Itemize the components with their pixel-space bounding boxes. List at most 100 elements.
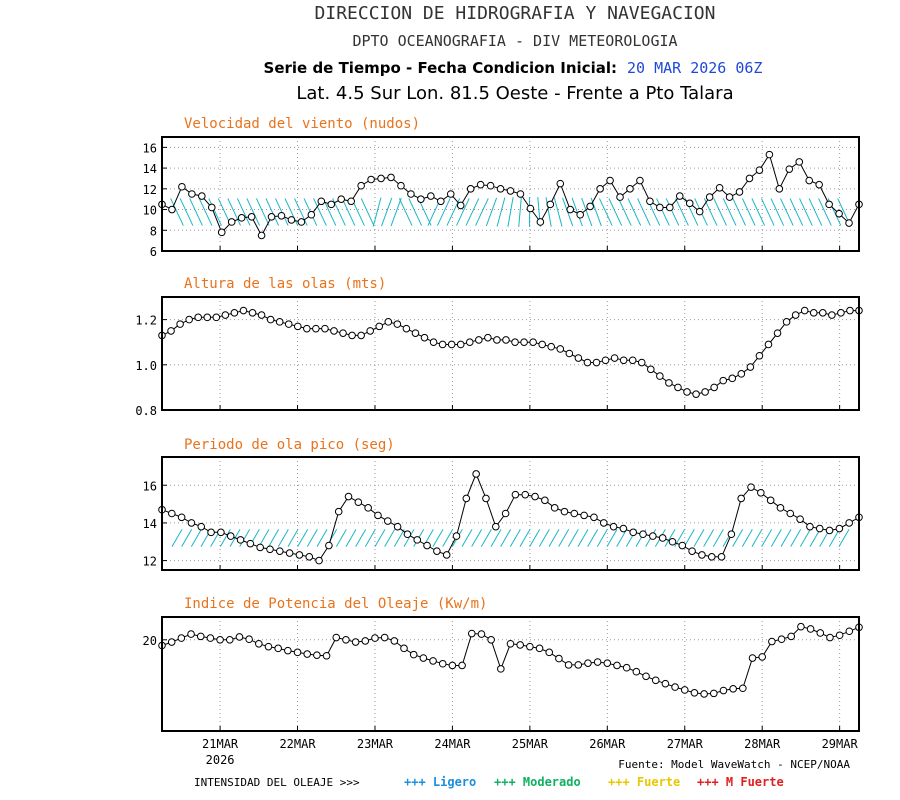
- direction-arrow: [277, 529, 289, 547]
- direction-arrow: [703, 529, 715, 547]
- data-point: [683, 388, 691, 396]
- data-point: [357, 331, 365, 340]
- direction-arrow: [809, 529, 821, 547]
- direction-arrow: [732, 529, 744, 547]
- data-point: [266, 545, 274, 554]
- data-point: [773, 329, 782, 337]
- data-point: [700, 690, 708, 698]
- data-point: [178, 182, 186, 191]
- main-title: DIRECCION DE HIDROGRAFIA Y NAVEGACION: [315, 3, 716, 24]
- data-point: [348, 331, 356, 340]
- data-point: [344, 492, 353, 501]
- data-point: [339, 329, 347, 337]
- data-point: [835, 209, 843, 218]
- direction-arrow: [693, 529, 705, 547]
- data-point: [413, 536, 422, 544]
- data-point: [247, 213, 256, 221]
- data-point: [194, 313, 203, 322]
- data-point: [420, 333, 429, 342]
- data-point: [235, 633, 244, 641]
- data-point: [427, 192, 435, 200]
- direction-arrow: [616, 529, 628, 547]
- data-point: [277, 211, 286, 220]
- init-date: 20 MAR 2026 06Z: [627, 59, 762, 77]
- data-point: [506, 639, 515, 648]
- direction-arrow: [712, 529, 724, 547]
- data-point: [239, 306, 248, 315]
- direction-arrow: [780, 529, 792, 547]
- data-point: [230, 309, 239, 317]
- direction-arrow: [627, 198, 642, 226]
- data-point: [467, 629, 476, 638]
- data-point: [506, 187, 515, 195]
- data-point: [593, 658, 602, 666]
- x-tick-label: 24MAR: [434, 737, 471, 751]
- data-point: [275, 318, 284, 326]
- data-point: [725, 193, 734, 201]
- direction-arrow: [485, 197, 498, 227]
- data-point: [690, 689, 699, 697]
- x-tick-label: 23MAR: [357, 737, 394, 751]
- direction-arrow: [789, 198, 804, 226]
- data-point: [448, 661, 457, 670]
- data-point: [556, 179, 565, 188]
- data-point: [400, 644, 408, 653]
- data-point: [423, 541, 431, 550]
- data-point: [465, 338, 474, 347]
- data-point: [458, 661, 466, 670]
- direction-arrow: [432, 529, 444, 547]
- data-point: [590, 513, 598, 522]
- data-point: [397, 181, 405, 190]
- panel-title: Periodo de ola pico (seg): [184, 437, 395, 453]
- y-tick-label: 16: [143, 141, 157, 155]
- data-point: [545, 648, 554, 657]
- data-point: [665, 379, 673, 387]
- data-point: [692, 390, 700, 398]
- data-point: [728, 374, 737, 383]
- data-point: [446, 190, 455, 198]
- data-point: [837, 309, 845, 317]
- data-point: [307, 210, 316, 219]
- data-point: [297, 218, 306, 226]
- data-point: [411, 329, 420, 337]
- data-point: [671, 683, 679, 691]
- data-point: [719, 376, 728, 385]
- panel-frame: [161, 456, 860, 571]
- direction-arrow: [548, 529, 560, 547]
- data-point: [501, 509, 510, 518]
- data-point: [433, 547, 441, 555]
- data-point: [374, 511, 382, 520]
- source-label: Fuente: Model WaveWatch - NCEP/NOAA: [618, 758, 850, 771]
- data-point: [566, 205, 575, 214]
- direction-arrow: [189, 198, 203, 226]
- data-point: [739, 684, 747, 693]
- data-point: [206, 634, 215, 642]
- direction-arrow: [364, 529, 376, 547]
- data-point: [647, 365, 655, 374]
- data-point: [248, 309, 257, 317]
- direction-arrow: [732, 198, 746, 226]
- direction-arrow: [313, 198, 327, 226]
- direction-arrow: [170, 198, 184, 226]
- data-point: [649, 532, 657, 540]
- direction-arrow: [294, 198, 308, 226]
- data-point: [583, 358, 592, 367]
- direction-arrow: [316, 529, 328, 547]
- direction-arrow: [571, 197, 583, 227]
- x-tick-label: 28MAR: [744, 737, 781, 751]
- data-point: [167, 638, 176, 646]
- data-point: [256, 543, 264, 552]
- data-point: [775, 185, 784, 193]
- data-point: [668, 537, 677, 546]
- data-point: [497, 665, 505, 673]
- data-point: [766, 496, 775, 505]
- direction-arrow: [545, 197, 552, 227]
- data-point: [351, 638, 360, 646]
- direction-arrow: [577, 529, 589, 547]
- data-point: [419, 654, 428, 662]
- data-point: [795, 158, 804, 166]
- panel-0: 6 8 10 12 14 16 Velocidad del viento (nudos): [143, 116, 863, 259]
- data-point: [303, 324, 311, 333]
- direction-arrow: [480, 529, 492, 547]
- location-label: Lat. 4.5 Sur Lon. 81.5 Oeste - Frente a …: [296, 83, 733, 104]
